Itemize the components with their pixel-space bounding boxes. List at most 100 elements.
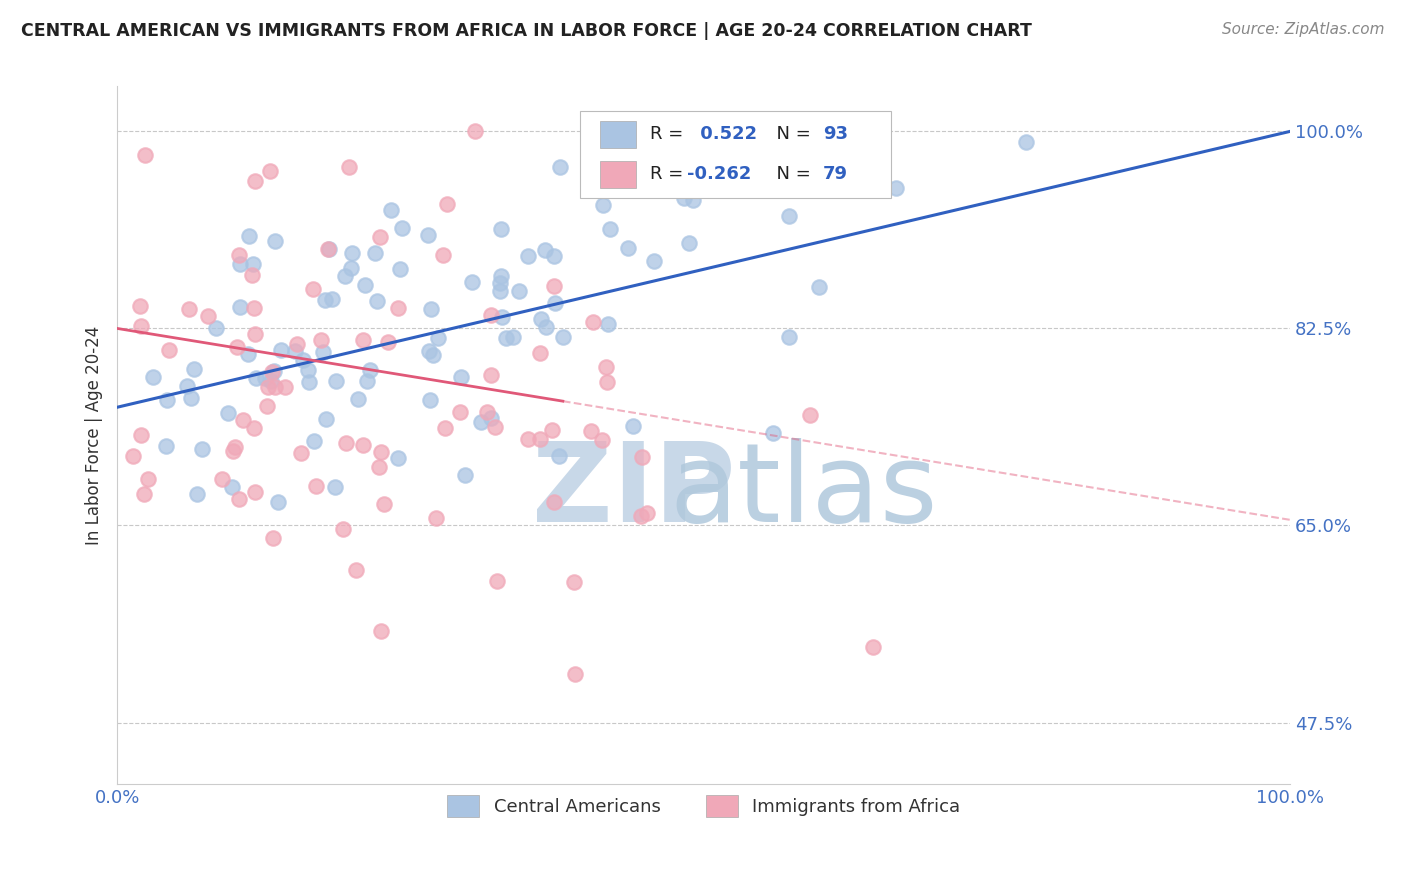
- Point: [356, 374, 378, 388]
- Point: [377, 335, 399, 350]
- Point: [315, 411, 337, 425]
- Point: [186, 487, 208, 501]
- Point: [156, 392, 179, 407]
- Point: [340, 260, 363, 275]
- Point: [479, 308, 502, 322]
- Point: [461, 275, 484, 289]
- Point: [678, 235, 700, 250]
- Point: [389, 261, 412, 276]
- Point: [564, 667, 586, 681]
- Point: [179, 301, 201, 316]
- Point: [367, 459, 389, 474]
- FancyBboxPatch shape: [600, 161, 636, 187]
- Point: [211, 472, 233, 486]
- Text: N =: N =: [765, 126, 815, 144]
- Point: [387, 451, 409, 466]
- Point: [340, 245, 363, 260]
- Point: [623, 418, 645, 433]
- Point: [581, 424, 603, 438]
- Point: [318, 242, 340, 256]
- Point: [183, 362, 205, 376]
- Point: [673, 191, 696, 205]
- Point: [534, 243, 557, 257]
- Point: [238, 229, 260, 244]
- Point: [477, 405, 499, 419]
- Point: [256, 399, 278, 413]
- Point: [254, 371, 277, 385]
- Text: R =: R =: [650, 166, 689, 184]
- Point: [623, 152, 645, 166]
- Point: [432, 248, 454, 262]
- Point: [862, 640, 884, 654]
- Point: [240, 268, 263, 282]
- Point: [229, 256, 252, 270]
- Point: [682, 194, 704, 208]
- Point: [591, 433, 613, 447]
- Point: [245, 371, 267, 385]
- Point: [263, 234, 285, 248]
- Point: [718, 178, 741, 193]
- Point: [352, 438, 374, 452]
- Point: [387, 301, 409, 315]
- Point: [142, 370, 165, 384]
- Point: [339, 160, 361, 174]
- Point: [630, 450, 652, 464]
- Point: [364, 246, 387, 260]
- Point: [534, 320, 557, 334]
- Point: [311, 333, 333, 347]
- Point: [422, 348, 444, 362]
- Point: [228, 248, 250, 262]
- Point: [548, 449, 571, 463]
- Point: [297, 363, 319, 377]
- Point: [596, 376, 619, 390]
- Point: [243, 421, 266, 435]
- Point: [562, 575, 585, 590]
- Point: [488, 276, 510, 290]
- Point: [592, 198, 614, 212]
- Point: [132, 487, 155, 501]
- Text: 93: 93: [824, 126, 848, 144]
- Point: [373, 497, 395, 511]
- Point: [274, 379, 297, 393]
- Point: [259, 164, 281, 178]
- Point: [799, 409, 821, 423]
- Point: [464, 124, 486, 138]
- Point: [284, 343, 307, 358]
- Point: [226, 340, 249, 354]
- Point: [426, 331, 449, 345]
- Point: [529, 346, 551, 360]
- Point: [551, 330, 574, 344]
- Point: [134, 147, 156, 161]
- Point: [221, 479, 243, 493]
- Point: [425, 511, 447, 525]
- Point: [370, 444, 392, 458]
- Point: [617, 241, 640, 255]
- Point: [808, 280, 831, 294]
- Point: [359, 363, 381, 377]
- Point: [484, 419, 506, 434]
- Point: [454, 467, 477, 482]
- Point: [222, 443, 245, 458]
- Point: [242, 301, 264, 315]
- Point: [302, 282, 325, 296]
- Point: [470, 415, 492, 429]
- Point: [131, 318, 153, 333]
- Point: [489, 269, 512, 284]
- Point: [267, 495, 290, 509]
- Point: [491, 222, 513, 236]
- Point: [256, 380, 278, 394]
- Point: [242, 257, 264, 271]
- Point: [243, 485, 266, 500]
- Point: [312, 345, 335, 359]
- Point: [502, 330, 524, 344]
- Y-axis label: In Labor Force | Age 20-24: In Labor Force | Age 20-24: [86, 326, 103, 545]
- Point: [243, 174, 266, 188]
- Point: [543, 495, 565, 509]
- Point: [260, 374, 283, 388]
- Text: R =: R =: [650, 126, 689, 144]
- Point: [529, 432, 551, 446]
- Point: [599, 222, 621, 236]
- Text: Source: ZipAtlas.com: Source: ZipAtlas.com: [1222, 22, 1385, 37]
- Point: [544, 295, 567, 310]
- Point: [323, 480, 346, 494]
